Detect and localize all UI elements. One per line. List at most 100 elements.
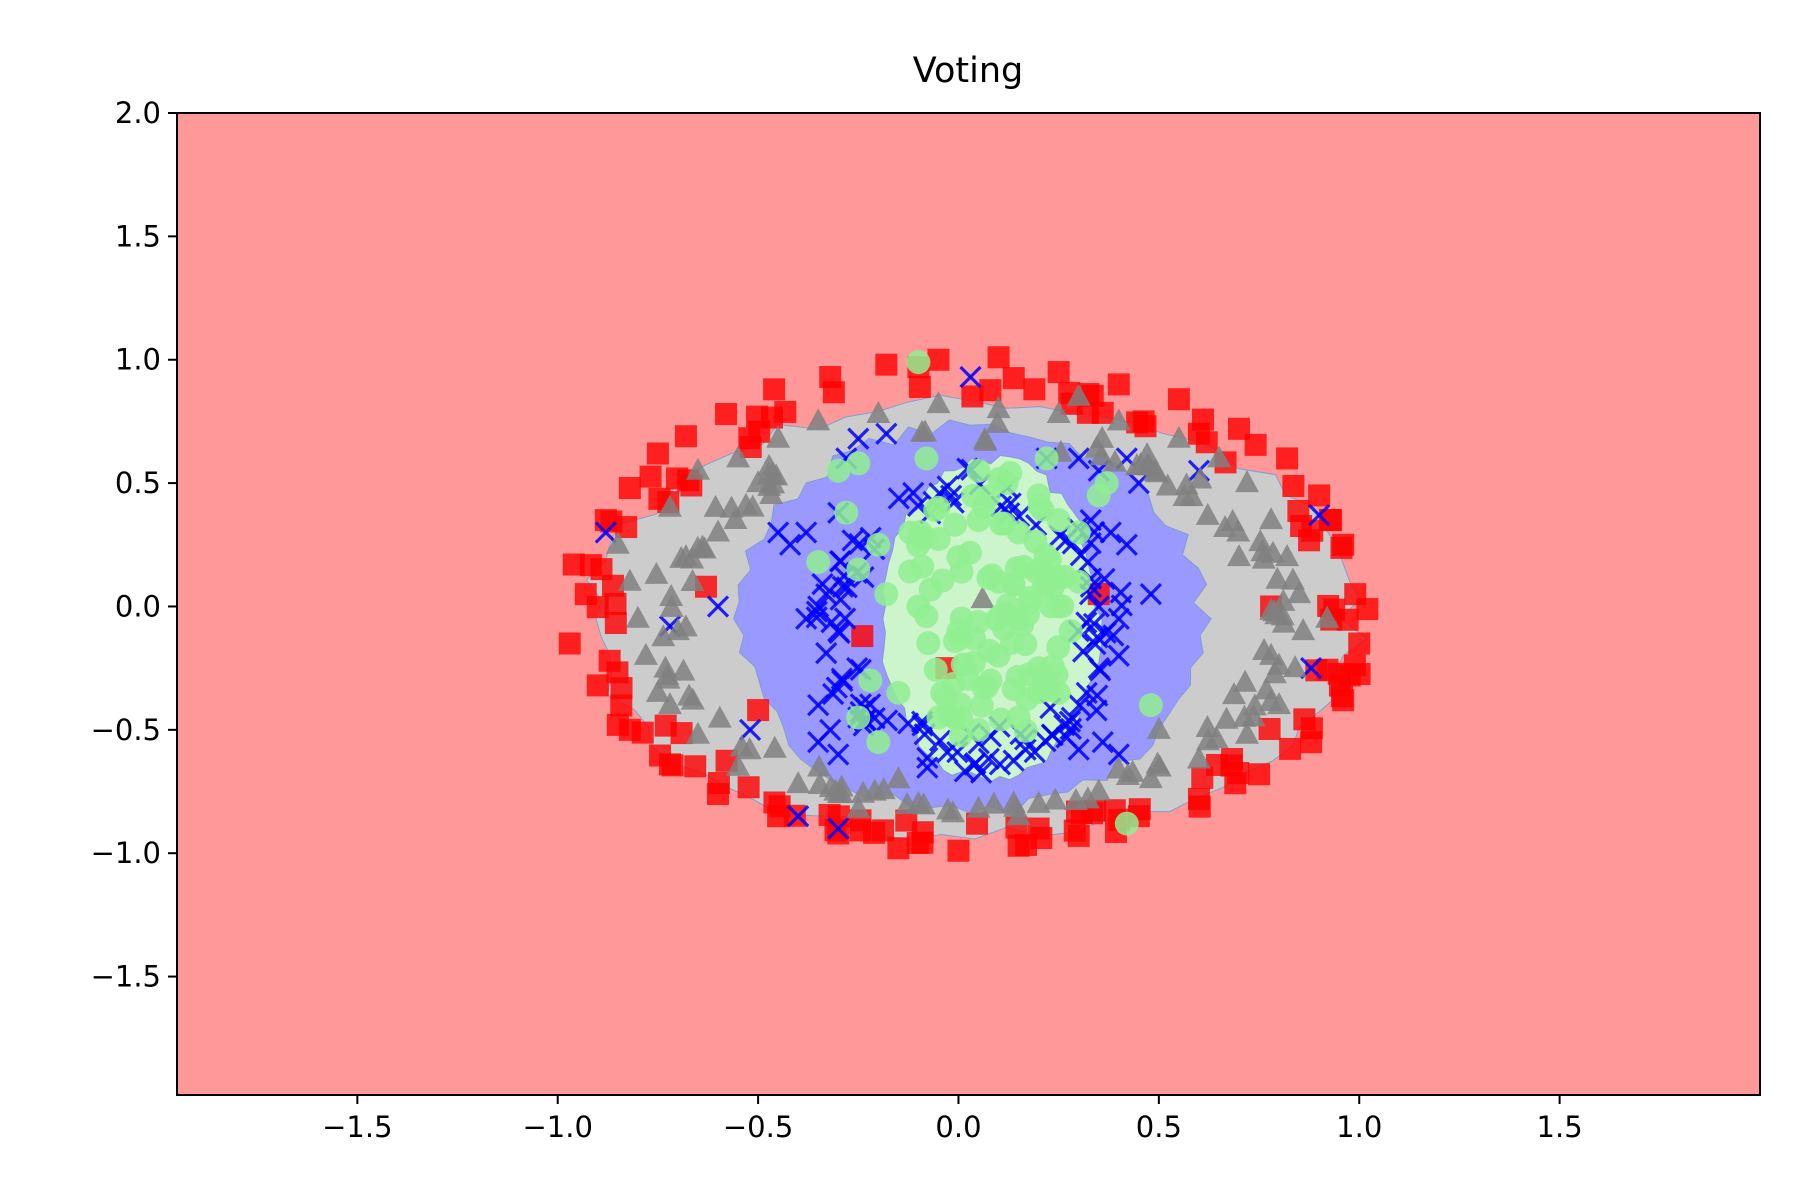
- point-x: [999, 492, 1022, 515]
- x-tick-label: 1.5: [1537, 1110, 1583, 1144]
- point-square: [827, 805, 850, 828]
- decision-regions: [177, 113, 1760, 1095]
- point-triangle: [1242, 693, 1267, 716]
- point-square: [1290, 514, 1313, 537]
- point-triangle: [1043, 787, 1068, 810]
- point-triangle: [1315, 605, 1340, 628]
- point-x: [1067, 447, 1090, 470]
- point-x: [1139, 582, 1162, 606]
- point-x: [833, 607, 857, 630]
- point-triangle: [1106, 408, 1131, 431]
- point-x: [1068, 694, 1091, 717]
- point-x: [1102, 624, 1125, 647]
- point-circle: [916, 631, 941, 656]
- point-square: [646, 442, 669, 465]
- point-triangle: [1206, 445, 1231, 468]
- point-triangle: [766, 425, 791, 448]
- point-x: [977, 747, 1000, 770]
- point-square: [604, 612, 627, 635]
- point-triangle: [1235, 470, 1260, 493]
- point-triangle: [926, 391, 951, 414]
- point-x: [767, 521, 790, 544]
- point-circle: [923, 657, 948, 682]
- point-square: [1330, 536, 1353, 559]
- point-square: [738, 427, 761, 450]
- point-circle: [1138, 693, 1163, 718]
- point-square: [1318, 508, 1341, 531]
- y-axis: −1.5 −1.0 −0.5 0.0 0.5 1.0 1.5 2.0: [91, 96, 177, 994]
- point-triangle: [1186, 746, 1211, 769]
- point-square: [947, 839, 970, 862]
- point-circle: [846, 451, 871, 476]
- point-triangle: [1280, 567, 1305, 590]
- point-square: [872, 819, 895, 842]
- point-square: [695, 575, 718, 598]
- point-x: [916, 746, 939, 770]
- point-square: [1348, 632, 1371, 655]
- point-square: [966, 812, 989, 835]
- point-square: [908, 375, 931, 398]
- point-triangle: [910, 419, 935, 442]
- point-circle: [942, 705, 967, 730]
- y-tick-label: 1.0: [115, 343, 161, 377]
- point-triangle: [605, 531, 630, 554]
- point-circle: [1001, 677, 1026, 702]
- point-triangle: [673, 614, 698, 637]
- point-square: [1023, 378, 1046, 401]
- point-triangle: [807, 771, 832, 794]
- point-triangle: [680, 687, 705, 710]
- point-square: [586, 596, 609, 619]
- point-square: [979, 379, 1002, 402]
- point-x: [811, 573, 834, 596]
- point-triangle: [733, 492, 758, 515]
- point-triangle: [707, 705, 732, 728]
- point-circle: [1066, 520, 1091, 545]
- y-tick-label: 0.0: [115, 589, 161, 623]
- point-circle: [971, 495, 996, 520]
- point-triangle: [1254, 677, 1279, 700]
- point-triangle: [1138, 766, 1163, 789]
- x-tick-label: −1.0: [523, 1110, 593, 1144]
- point-square: [715, 403, 738, 426]
- point-triangle: [1222, 682, 1247, 705]
- point-circle: [914, 446, 939, 471]
- point-triangle: [1259, 507, 1284, 530]
- point-x: [805, 606, 828, 629]
- point-x: [805, 600, 828, 623]
- point-circle: [1011, 554, 1036, 579]
- point-triangle: [657, 494, 682, 517]
- point-x: [1071, 640, 1095, 663]
- point-circle: [858, 668, 883, 693]
- point-x: [828, 621, 851, 645]
- point-triangle: [807, 754, 832, 777]
- point-x: [887, 487, 910, 510]
- point-circle: [1033, 671, 1058, 696]
- point-square: [1316, 658, 1339, 681]
- point-triangle: [1135, 452, 1160, 475]
- point-square: [1276, 447, 1299, 470]
- point-triangle: [1241, 704, 1266, 727]
- point-triangle: [1195, 502, 1220, 525]
- point-square: [1244, 433, 1267, 456]
- point-circle: [846, 705, 871, 730]
- point-x: [1034, 730, 1057, 753]
- point-square: [1248, 763, 1271, 786]
- point-triangle: [1252, 638, 1277, 661]
- point-square: [680, 474, 703, 497]
- point-circle: [1013, 718, 1038, 743]
- point-x: [830, 667, 853, 690]
- point-square: [768, 795, 791, 818]
- point-square: [774, 400, 797, 423]
- point-circle: [923, 498, 948, 523]
- point-square: [1047, 361, 1070, 384]
- point-triangle: [1271, 588, 1296, 611]
- point-triangle: [886, 766, 911, 789]
- point-square: [631, 721, 654, 744]
- y-tick-label: 2.0: [115, 96, 161, 130]
- point-square: [1228, 417, 1251, 440]
- point-triangle: [1266, 652, 1291, 675]
- point-square: [610, 694, 633, 717]
- point-square: [822, 381, 845, 404]
- point-triangle: [846, 795, 871, 818]
- point-triangle: [655, 662, 680, 685]
